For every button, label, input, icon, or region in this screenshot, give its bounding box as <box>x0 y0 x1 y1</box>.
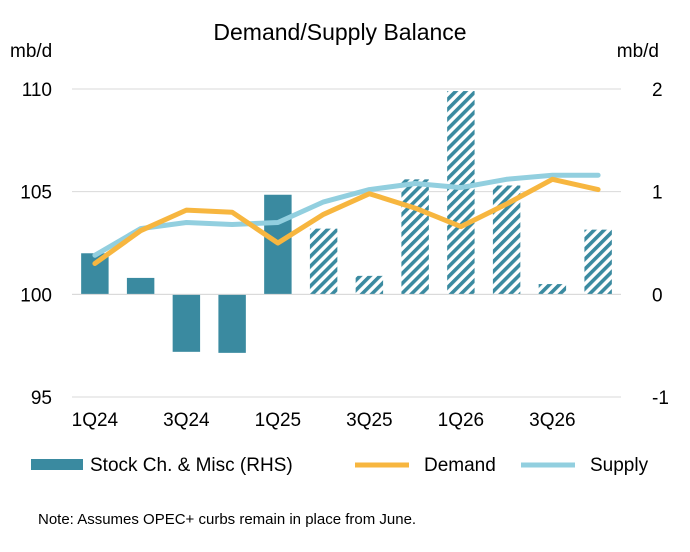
right-tick-label: 0 <box>652 285 663 306</box>
x-tick-label: 3Q26 <box>529 410 575 431</box>
bar-stock-change-1q24 <box>81 253 109 295</box>
right-tick-label: 1 <box>652 183 663 204</box>
chart-title: Demand/Supply Balance <box>213 19 466 45</box>
bar-stock-change-2q25 <box>309 228 338 295</box>
bars-stock-change <box>81 91 612 353</box>
bar-stock-change-1q26 <box>447 91 475 295</box>
bar-stock-change-3q25 <box>355 275 384 295</box>
x-tick-label: 1Q24 <box>72 410 119 431</box>
x-axis-ticks: 1Q24 3Q24 1Q25 3Q25 1Q26 3Q26 <box>72 410 576 431</box>
right-tick-label: -1 <box>652 388 669 409</box>
line-demand <box>92 176 601 266</box>
left-axis-unit: mb/d <box>10 41 52 62</box>
legend-label-supply: Supply <box>590 455 649 476</box>
x-tick-label: 3Q25 <box>346 410 392 431</box>
bar-stock-change-3q26 <box>538 284 567 295</box>
left-tick-label: 100 <box>20 285 52 306</box>
left-tick-label: 95 <box>31 388 52 409</box>
right-axis-unit: mb/d <box>617 41 659 62</box>
x-tick-label: 1Q26 <box>438 410 484 431</box>
right-axis-ticks: -1 0 1 2 <box>652 80 669 409</box>
legend-label-stock-change: Stock Ch. & Misc (RHS) <box>90 455 293 476</box>
legend-swatch-stock-change <box>31 459 83 470</box>
bar-stock-change-4q25 <box>401 179 429 295</box>
bar-stock-change-3q24 <box>172 294 201 352</box>
bar-stock-change-2q24 <box>126 277 155 295</box>
right-tick-label: 2 <box>652 80 663 101</box>
bar-stock-change-4q24 <box>218 294 246 353</box>
legend-label-demand: Demand <box>424 455 496 476</box>
legend: Stock Ch. & Misc (RHS) Demand Supply <box>31 455 649 476</box>
gridlines <box>72 88 621 398</box>
x-tick-label: 3Q24 <box>163 410 210 431</box>
x-tick-label: 1Q25 <box>255 410 301 431</box>
chart-note: Note: Assumes OPEC+ curbs remain in plac… <box>38 511 417 528</box>
line-series <box>92 172 601 266</box>
left-tick-label: 110 <box>22 80 52 101</box>
left-tick-label: 105 <box>20 183 52 204</box>
left-axis-ticks: 95 100 105 110 <box>20 80 52 409</box>
line-supply <box>92 172 601 258</box>
bar-stock-change-4q26 <box>584 229 612 295</box>
